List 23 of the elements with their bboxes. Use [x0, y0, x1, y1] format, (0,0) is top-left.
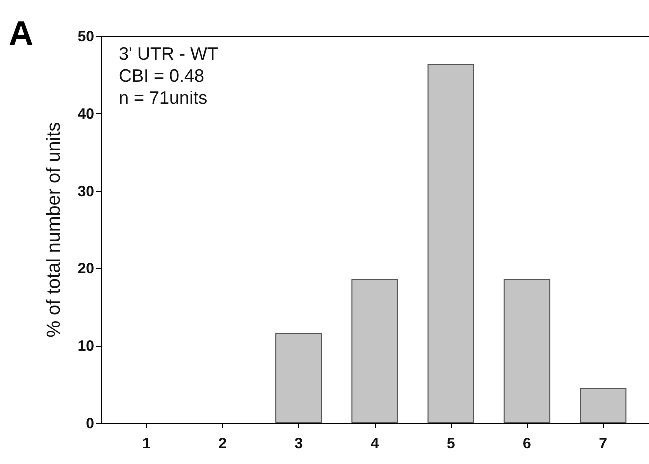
- annotation: 3' UTR - WT: [119, 44, 218, 64]
- x-tick-label: 1: [142, 436, 151, 452]
- x-tick-label: 7: [599, 436, 608, 452]
- bar: [352, 279, 398, 424]
- annotation: CBI = 0.48: [119, 66, 205, 86]
- x-tick-label: 4: [370, 436, 380, 452]
- x-tick-label: 3: [294, 436, 304, 452]
- x-tick-label: 6: [523, 436, 532, 452]
- bar: [580, 388, 627, 424]
- x-tick-label: 5: [446, 436, 456, 452]
- x-tick-label: 2: [218, 436, 227, 452]
- bar: [504, 279, 551, 424]
- bar: [276, 333, 322, 424]
- y-tick-label: 20: [78, 260, 94, 278]
- bar: [428, 64, 474, 424]
- annotation: n = 71units: [119, 88, 208, 108]
- y-tick-label: 40: [78, 106, 94, 123]
- y-tick-label: 0: [86, 416, 94, 432]
- y-tick-label: 50: [78, 28, 94, 46]
- y-tick-label: 30: [78, 183, 94, 200]
- text: A: [9, 15, 34, 53]
- y-axis-title: % of total number of units: [44, 122, 65, 338]
- y-tick-label: 10: [78, 338, 94, 356]
